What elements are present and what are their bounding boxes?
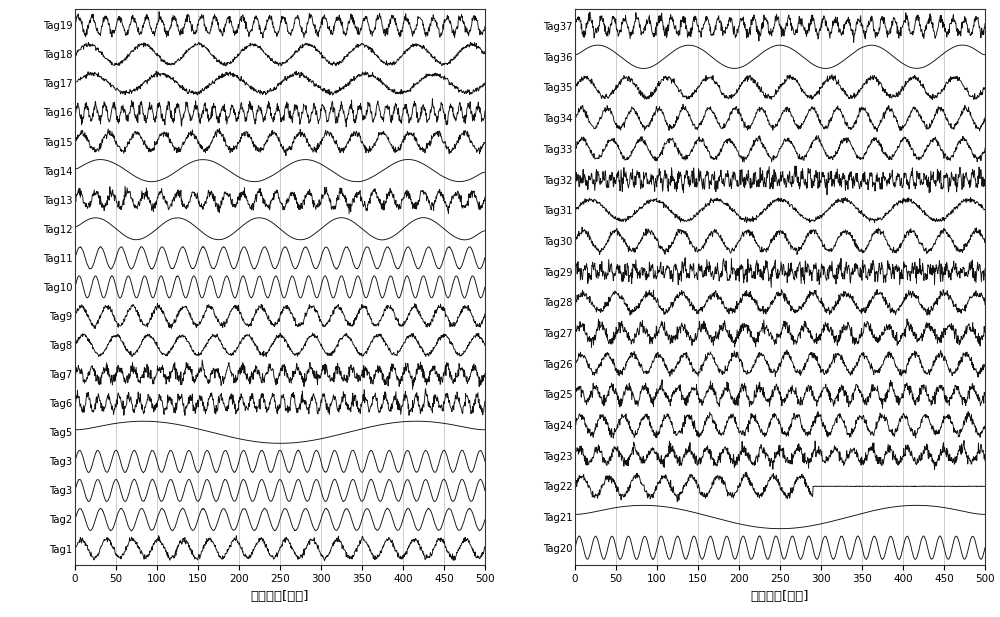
X-axis label: 采样时刻[分钟]: 采样时刻[分钟] <box>251 590 309 603</box>
X-axis label: 采样时刻[分钟]: 采样时刻[分钟] <box>751 590 809 603</box>
